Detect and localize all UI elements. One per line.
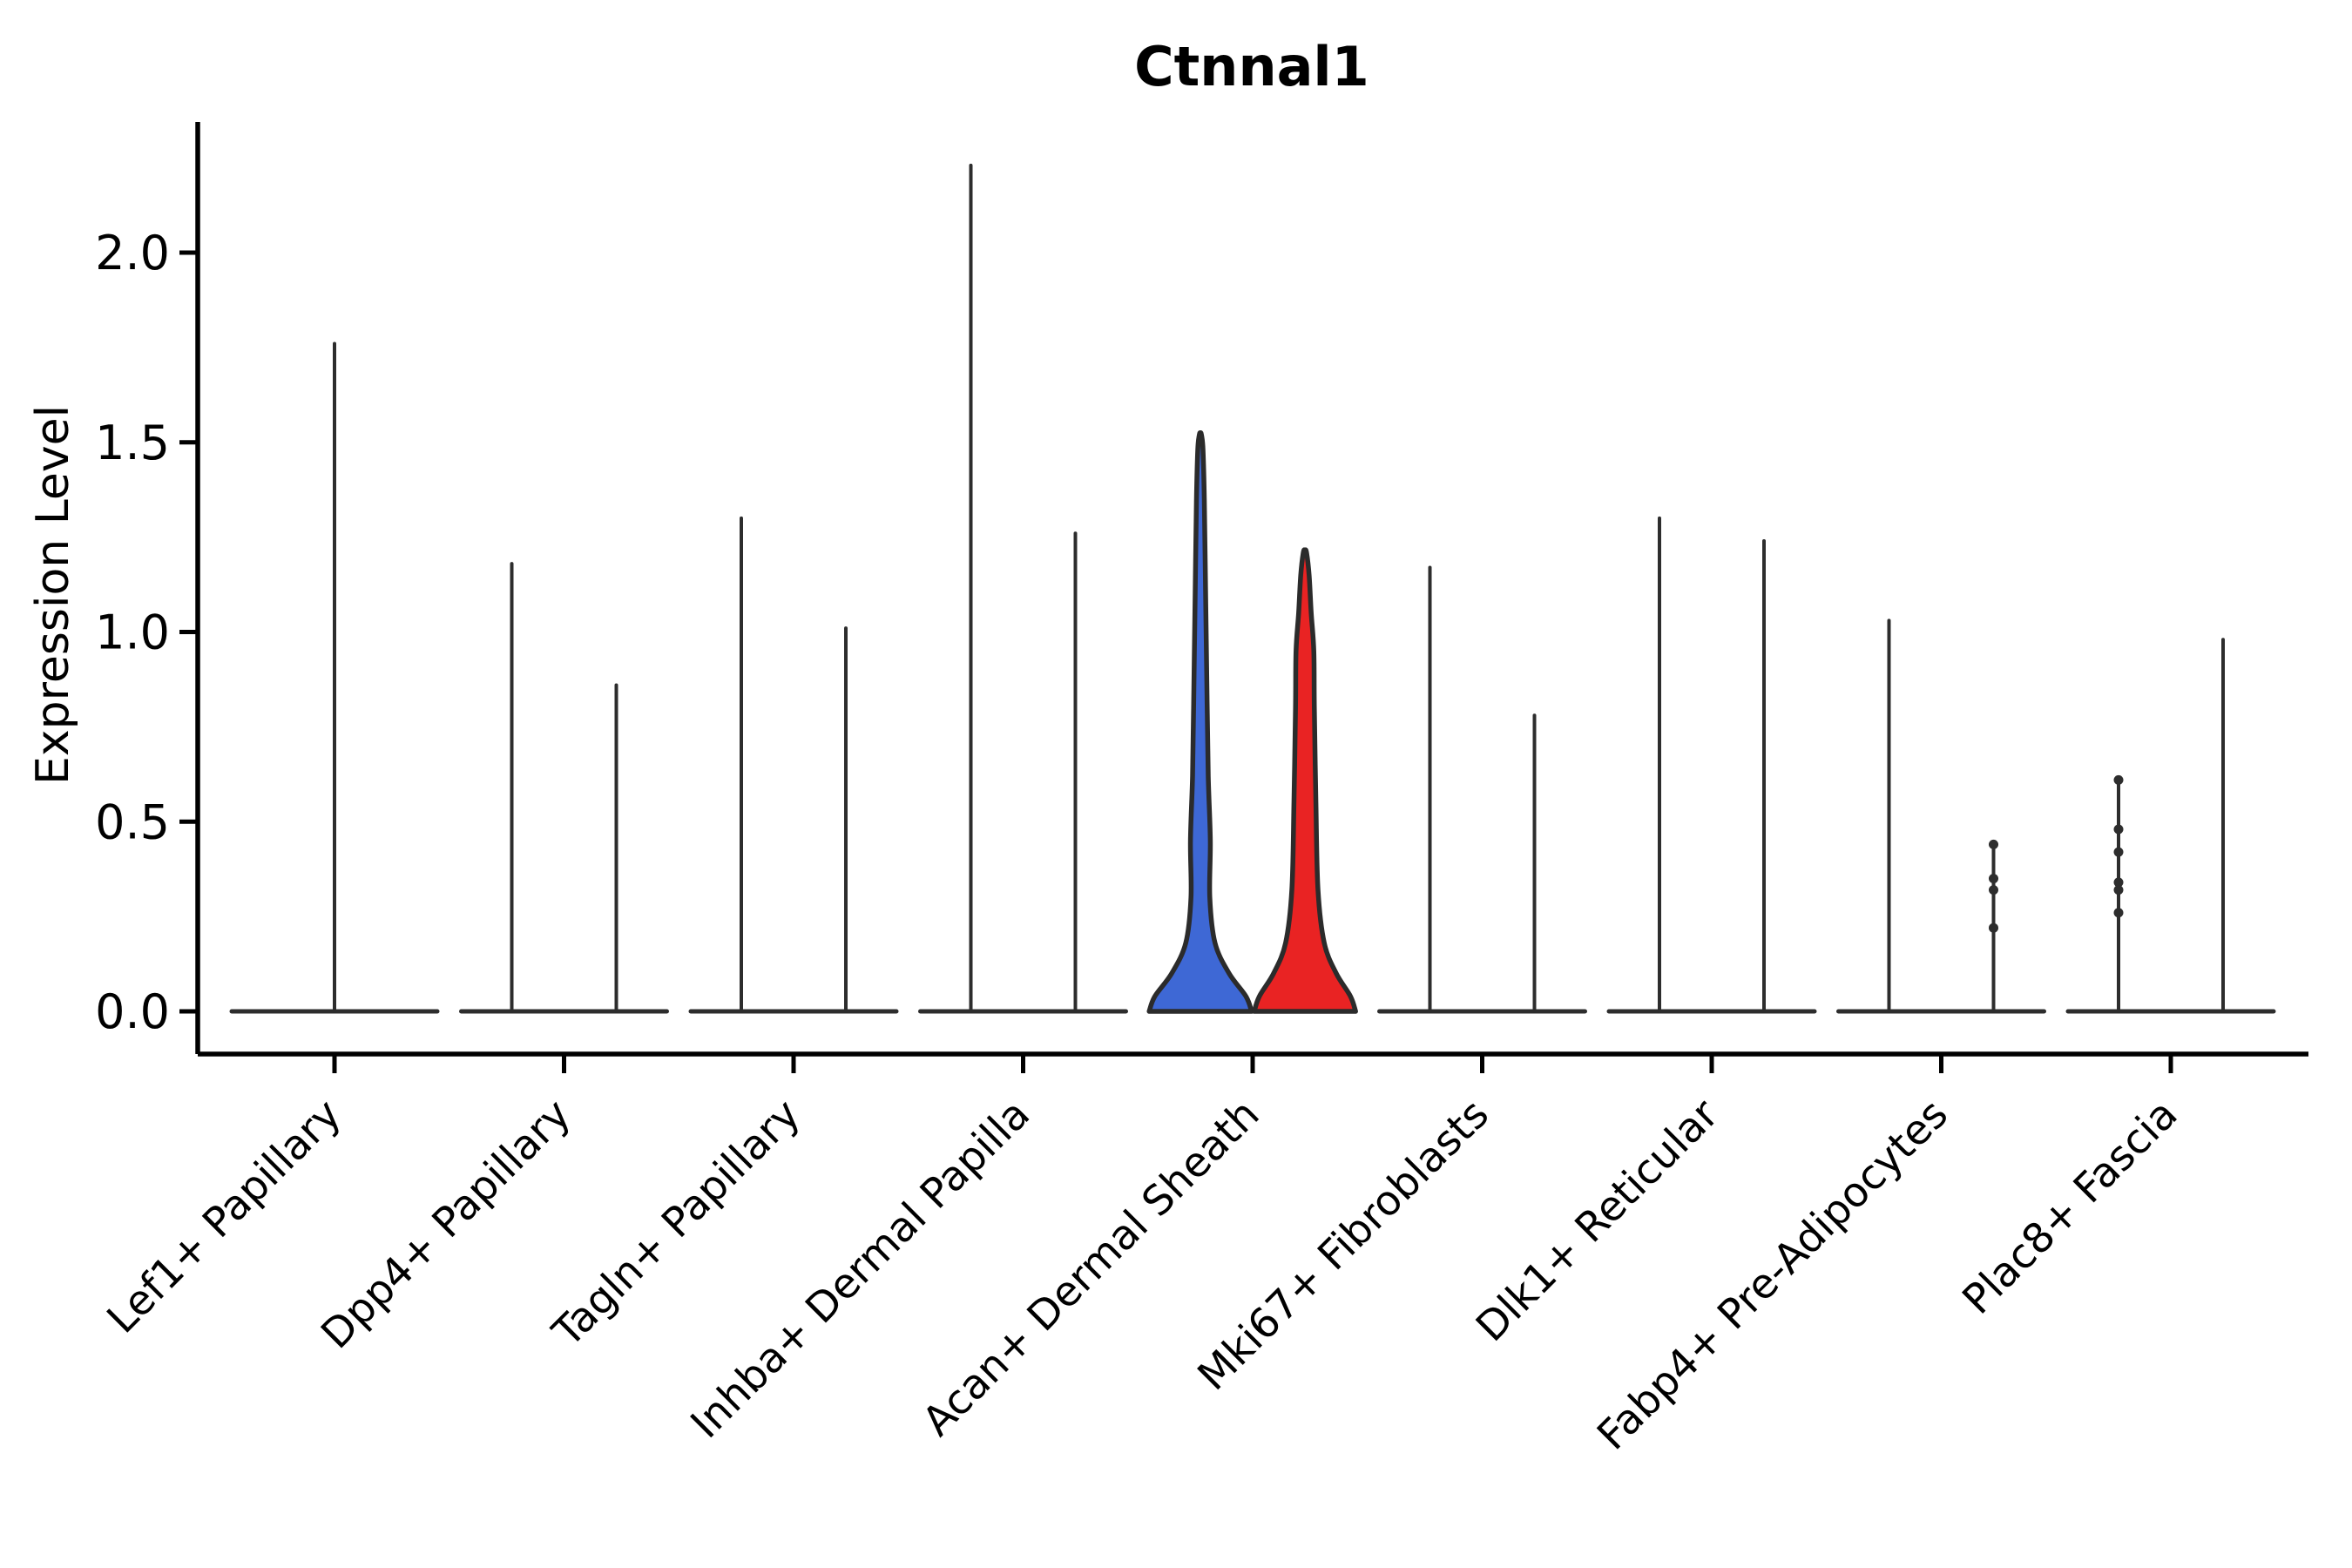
jitter-point <box>1989 839 1998 849</box>
jitter-point <box>2113 847 2124 857</box>
violin-body <box>1146 430 1254 1014</box>
x-tick-label: Dpp4+ Papillary <box>312 1091 580 1359</box>
x-tick-label: Lef1+ Papillary <box>98 1091 351 1343</box>
jitter-point <box>1989 885 1998 896</box>
x-tick-label: Tagln+ Papillary <box>544 1091 810 1357</box>
y-tick-label: 1.0 <box>95 605 170 660</box>
y-tick-label: 2.0 <box>95 226 170 280</box>
axes <box>179 122 2308 1073</box>
y-tick-label: 0.0 <box>95 984 170 1039</box>
x-tick-label: Plac8+ Fascia <box>1954 1091 2187 1324</box>
jitter-point <box>2113 908 2124 918</box>
jitter-point <box>2113 824 2124 835</box>
y-tick-label: 1.5 <box>95 416 170 470</box>
jitter-point <box>2113 774 2124 785</box>
jitter-point <box>2113 885 2124 896</box>
jitter-point <box>1989 923 1998 933</box>
x-tick-label: Dlk1+ Reticular <box>1467 1090 1728 1351</box>
y-axis-label: Expression Level <box>27 405 79 785</box>
jitter-point <box>1989 874 1998 884</box>
violin-body <box>1252 547 1358 1014</box>
violin-shapes <box>333 163 2225 1014</box>
y-tick-label: 0.5 <box>95 794 170 849</box>
y-tick-labels: 0.0 0.5 1.0 1.5 2.0 <box>95 226 170 1039</box>
chart-title: Ctnnal1 <box>1134 35 1369 98</box>
jitter-point <box>2113 877 2124 888</box>
